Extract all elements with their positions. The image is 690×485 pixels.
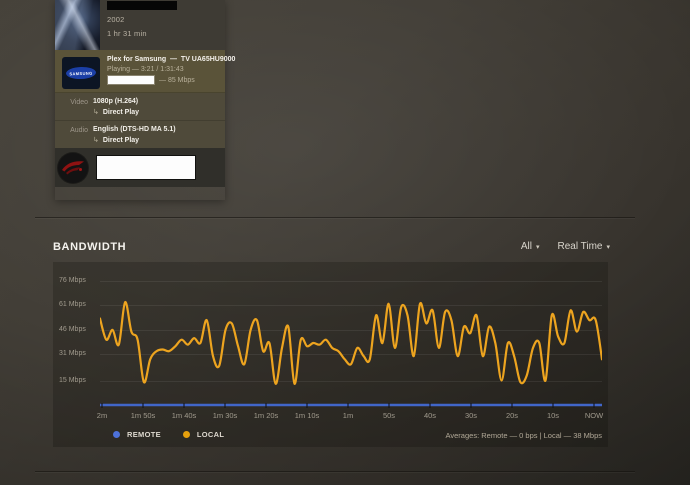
- averages-text: Averages: Remote — 0 bps | Local — 38 Mb…: [445, 431, 602, 440]
- chart-legend: REMOTE LOCAL: [113, 430, 246, 439]
- x-axis-label: 10s: [546, 411, 560, 420]
- audio-stream-row: Audio English (DTS-HD MA 5.1) ↳ Direct Pl…: [55, 120, 225, 148]
- samsung-player-icon: SAMSUNG: [62, 57, 100, 89]
- chevron-down-icon: ▾: [606, 243, 610, 251]
- gridline: [100, 354, 602, 356]
- movie-poster[interactable]: [55, 0, 100, 50]
- redacted-media-title: [107, 1, 177, 10]
- media-header: 2002 1 hr 31 min: [55, 0, 225, 50]
- y-axis-label: 61 Mbps: [59, 301, 86, 309]
- legend-remote: REMOTE: [113, 430, 161, 439]
- gridline: [100, 305, 602, 307]
- x-axis-label: 2m: [96, 411, 108, 420]
- x-axis-label: 20s: [505, 411, 519, 420]
- section-divider-top: [35, 217, 635, 218]
- x-axis-label: 1m: [342, 411, 354, 420]
- branch-arrow-icon: ↳: [93, 137, 99, 144]
- player-title: Plex for Samsung — TV UA65HU9000: [107, 56, 236, 63]
- y-axis-label: 15 Mbps: [59, 376, 86, 384]
- bandwidth-line-chart[interactable]: [100, 262, 602, 412]
- media-year: 2002: [107, 15, 125, 24]
- x-axis-label: NOW: [584, 411, 604, 420]
- session-info: Plex for Samsung — TV UA65HU9000 Playing…: [107, 56, 236, 88]
- gridline: [100, 380, 602, 382]
- playback-status: Playing — 3:21 / 1:31:43: [107, 65, 184, 73]
- x-axis-label: 1m 20s: [253, 411, 279, 420]
- x-axis-label: 40s: [423, 411, 437, 420]
- section-divider-bottom: [35, 471, 635, 472]
- now-playing-card: 2002 1 hr 31 min SAMSUNG Plex for Samsun…: [55, 0, 236, 200]
- gridline: [100, 281, 602, 282]
- bitrate-label: — 85 Mbps: [159, 76, 195, 84]
- y-axis-label: 76 Mbps: [59, 277, 86, 284]
- gridline: [100, 329, 602, 331]
- user-row: [55, 148, 225, 187]
- progress-line: — 85 Mbps: [107, 75, 219, 85]
- x-axis-label: 1m 50s: [130, 411, 156, 420]
- redacted-username-box: [96, 155, 196, 180]
- x-axis-label: 30s: [464, 411, 478, 420]
- video-value: 1080p (H.264): [93, 98, 139, 105]
- filter-source-dropdown[interactable]: All ▾: [520, 241, 540, 252]
- media-meta: 2002 1 hr 31 min: [100, 0, 177, 50]
- filter-timeframe-dropdown[interactable]: Real Time ▾: [557, 241, 610, 252]
- audio-label: Audio: [70, 127, 88, 134]
- y-axis-label: 46 Mbps: [59, 325, 86, 333]
- video-decision: ↳ Direct Play: [93, 109, 140, 116]
- x-axis-label: 50s: [382, 411, 396, 420]
- bandwidth-filters: All ▾ Real Time ▾: [503, 241, 610, 252]
- y-axis-label: 31 Mbps: [59, 350, 86, 358]
- audio-value: English (DTS-HD MA 5.1): [93, 126, 176, 133]
- bandwidth-section-title: BANDWIDTH: [53, 241, 127, 253]
- rog-eye-icon: [62, 160, 84, 174]
- redacted-progress-box: [107, 75, 155, 85]
- x-axis-label: 1m 40s: [171, 411, 197, 420]
- remote-dot-icon: [113, 431, 120, 438]
- user-avatar[interactable]: [58, 152, 88, 183]
- media-duration: 1 hr 31 min: [107, 29, 147, 38]
- video-stream-row: Video 1080p (H.264) ↳ Direct Play: [55, 93, 225, 120]
- x-axis-label: 1m 10s: [294, 411, 320, 420]
- local-dot-icon: [182, 431, 190, 438]
- session-row: SAMSUNG Plex for Samsung — TV UA65HU9000…: [55, 50, 236, 93]
- bandwidth-chart-panel: 76 Mbps 61 Mbps 46 Mbps 31 Mbps 15 Mbps 2m 1m…: [53, 262, 608, 447]
- audio-decision: ↳ Direct Play: [93, 137, 140, 144]
- legend-local: LOCAL: [182, 430, 224, 439]
- chevron-down-icon: ▾: [535, 243, 540, 251]
- video-label: Video: [70, 99, 88, 106]
- samsung-logo-text: SAMSUNG: [69, 70, 93, 76]
- x-axis-label: 1m 30s: [212, 411, 238, 420]
- branch-arrow-icon: ↳: [93, 109, 99, 116]
